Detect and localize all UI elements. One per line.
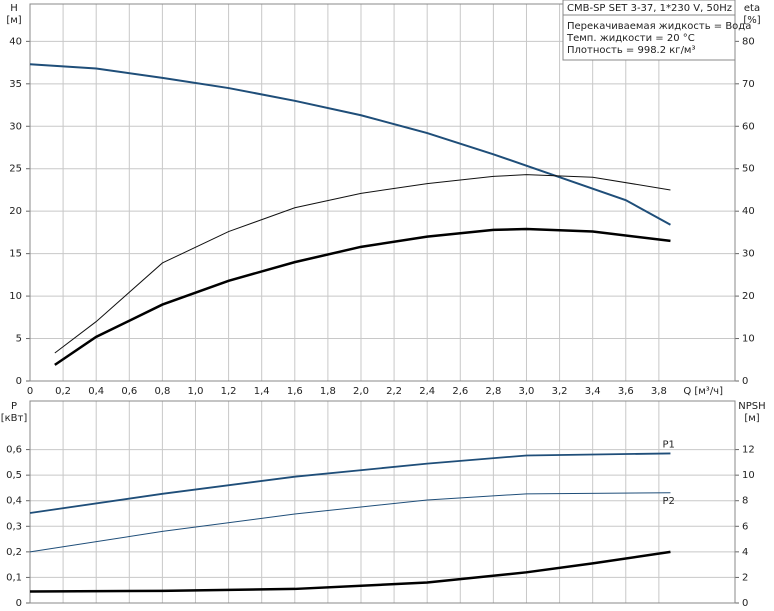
y2-tick-label: 2 bbox=[742, 572, 748, 583]
curve bbox=[54, 227, 671, 366]
x-tick-label: 2,0 bbox=[353, 386, 369, 397]
y-tick-label: 0,1 bbox=[6, 572, 22, 583]
curve-label: P2 bbox=[662, 496, 674, 507]
info-box bbox=[562, 0, 736, 61]
y-tick-label: 0,2 bbox=[6, 547, 22, 558]
y2-tick-label: 12 bbox=[742, 445, 755, 456]
y-tick-label: 0 bbox=[16, 598, 22, 609]
x-tick-label: 2,2 bbox=[386, 386, 402, 397]
y2-tick-label: 50 bbox=[742, 164, 755, 175]
x-tick-label: 3,0 bbox=[519, 386, 535, 397]
x-tick-label: 2,8 bbox=[485, 386, 501, 397]
x-tick-label: 0,6 bbox=[121, 386, 137, 397]
y-axis-label: H bbox=[10, 3, 18, 14]
y-tick-label: 25 bbox=[9, 164, 22, 175]
y2-tick-label: 0 bbox=[742, 376, 748, 387]
y-tick-label: 20 bbox=[9, 206, 22, 217]
y2-tick-label: 6 bbox=[742, 521, 748, 532]
y2-tick-label: 8 bbox=[742, 496, 748, 507]
y-tick-label: 0,5 bbox=[6, 470, 22, 481]
y-tick-label: 0,6 bbox=[6, 445, 22, 456]
y2-tick-label: 4 bbox=[742, 547, 748, 558]
x-tick-label: 1,0 bbox=[188, 386, 204, 397]
x-tick-label: 1,8 bbox=[320, 386, 336, 397]
y-tick-label: 5 bbox=[16, 334, 22, 345]
x-tick-label: 3,8 bbox=[651, 386, 667, 397]
y2-axis-label: NPSH bbox=[738, 401, 765, 412]
curve bbox=[29, 452, 671, 514]
x-tick-label: 1,6 bbox=[287, 386, 303, 397]
x-tick-label: 0 bbox=[27, 386, 33, 397]
y-tick-label: 30 bbox=[9, 121, 22, 132]
y2-tick-label: 40 bbox=[742, 206, 755, 217]
plot-frame bbox=[29, 3, 736, 382]
info-line: Плотность = 998.2 кг/м³ bbox=[567, 45, 696, 56]
x-tick-label: 0,2 bbox=[55, 386, 71, 397]
curve-label: P1 bbox=[662, 439, 674, 450]
y-tick-label: 0,4 bbox=[6, 496, 22, 507]
x-tick-label: 2,4 bbox=[419, 386, 435, 397]
info-line: Перекачиваемая жидкость = Вода bbox=[567, 21, 751, 32]
y-axis-unit: [кВт] bbox=[1, 413, 28, 424]
y2-tick-label: 10 bbox=[742, 470, 755, 481]
curve bbox=[29, 492, 671, 553]
x-tick-label: 2,6 bbox=[452, 386, 468, 397]
y2-tick-label: 70 bbox=[742, 79, 755, 90]
y2-tick-label: 60 bbox=[742, 121, 755, 132]
x-tick-label: 3,2 bbox=[552, 386, 568, 397]
curve bbox=[29, 63, 671, 226]
y2-axis-label: eta bbox=[744, 3, 760, 14]
y-axis-label: P bbox=[11, 401, 17, 412]
curve bbox=[54, 174, 671, 354]
curve bbox=[29, 550, 671, 593]
y2-axis-unit: [м] bbox=[744, 413, 759, 424]
y2-tick-label: 20 bbox=[742, 291, 755, 302]
y-tick-label: 10 bbox=[9, 291, 22, 302]
y2-tick-label: 80 bbox=[742, 36, 755, 47]
y2-tick-label: 10 bbox=[742, 334, 755, 345]
y-tick-label: 15 bbox=[9, 249, 22, 260]
y2-tick-label: 0 bbox=[742, 598, 748, 609]
y2-axis-unit: [%] bbox=[743, 15, 760, 26]
x-tick-label: 0,4 bbox=[88, 386, 104, 397]
y-tick-label: 40 bbox=[9, 36, 22, 47]
x-axis-label: Q [м³/ч] bbox=[683, 386, 723, 397]
x-tick-label: 3,4 bbox=[585, 386, 601, 397]
x-tick-label: 0,8 bbox=[154, 386, 170, 397]
y-axis-unit: [м] bbox=[6, 15, 21, 26]
plot-frame bbox=[29, 400, 736, 604]
y2-tick-label: 30 bbox=[742, 249, 755, 260]
y-tick-label: 35 bbox=[9, 79, 22, 90]
x-tick-label: 1,4 bbox=[254, 386, 270, 397]
x-tick-label: 3,6 bbox=[618, 386, 634, 397]
y-tick-label: 0 bbox=[16, 376, 22, 387]
y-tick-label: 0,3 bbox=[6, 521, 22, 532]
info-line: Темп. жидкости = 20 °C bbox=[566, 33, 695, 44]
x-tick-label: 1,2 bbox=[221, 386, 237, 397]
info-header: CMB-SP SET 3-37, 1*230 V, 50Hz bbox=[567, 3, 732, 14]
